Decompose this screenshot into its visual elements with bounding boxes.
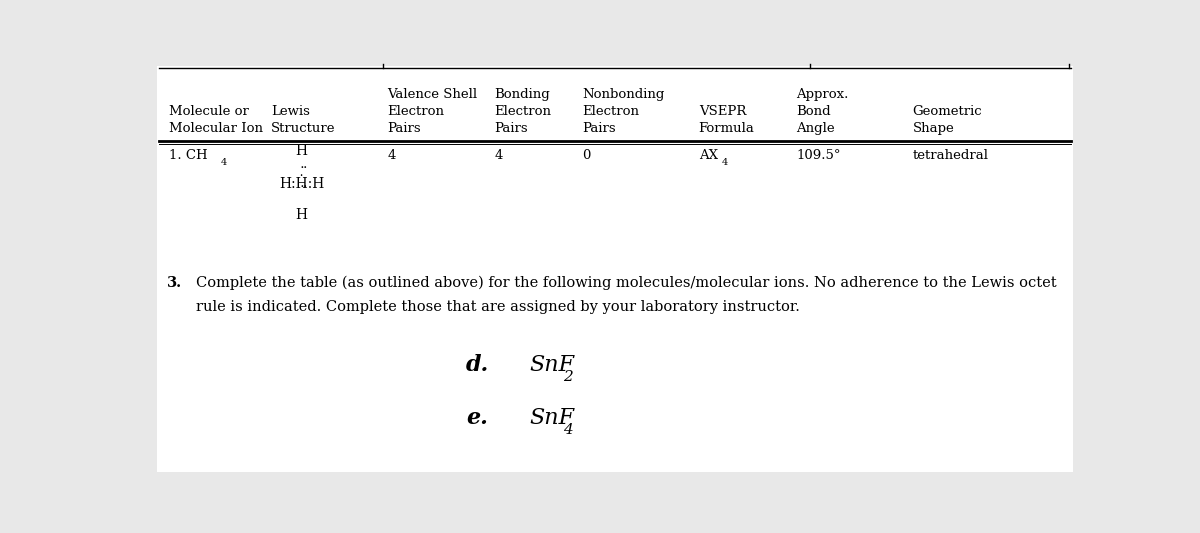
Text: 0: 0 [582,149,590,163]
Text: VSEPR: VSEPR [698,105,746,118]
Text: Molecular Ion: Molecular Ion [168,122,263,134]
Text: ¨: ¨ [300,186,307,200]
Text: 1. CH: 1. CH [168,149,208,163]
Text: Angle: Angle [797,122,835,134]
Text: Valence Shell: Valence Shell [388,88,478,101]
Text: e.: e. [467,407,488,429]
Text: Molecule or: Molecule or [168,105,248,118]
Text: Bonding: Bonding [494,88,550,101]
Text: Electron: Electron [582,105,640,118]
Text: 4: 4 [494,149,503,163]
Text: Lewis: Lewis [271,105,310,118]
Text: Complete the table (as outlined above) for the following molecules/molecular ion: Complete the table (as outlined above) f… [197,276,1057,290]
Text: Pairs: Pairs [388,122,421,134]
Text: SnF: SnF [529,407,575,429]
Text: H:Ḣ:H: H:Ḣ:H [278,177,324,191]
Text: d.: d. [467,354,490,376]
Text: Nonbonding: Nonbonding [582,88,665,101]
Text: Approx.: Approx. [797,88,848,101]
Text: Pairs: Pairs [494,122,528,134]
Text: Pairs: Pairs [582,122,616,134]
Text: 3.: 3. [167,276,182,290]
Text: 2: 2 [563,370,572,384]
Text: Electron: Electron [388,105,444,118]
Text: 4: 4 [722,158,728,167]
Text: tetrahedral: tetrahedral [912,149,989,163]
Text: 4: 4 [388,149,396,163]
Text: H: H [295,208,307,222]
Text: 109.5°: 109.5° [797,149,841,163]
Text: H: H [295,144,307,158]
Text: Shape: Shape [912,122,954,134]
Text: Formula: Formula [698,122,755,134]
FancyBboxPatch shape [157,66,1073,472]
Text: 4: 4 [563,423,572,438]
Text: 4: 4 [221,158,227,167]
Text: rule is indicated. Complete those that are assigned by your laboratory instructo: rule is indicated. Complete those that a… [197,300,800,314]
Text: Structure: Structure [271,122,336,134]
Text: ¨: ¨ [300,167,307,181]
Text: Bond: Bond [797,105,830,118]
Text: Electron: Electron [494,105,551,118]
Text: Geometric: Geometric [912,105,983,118]
Text: AX: AX [698,149,718,163]
Text: SnF: SnF [529,354,575,376]
